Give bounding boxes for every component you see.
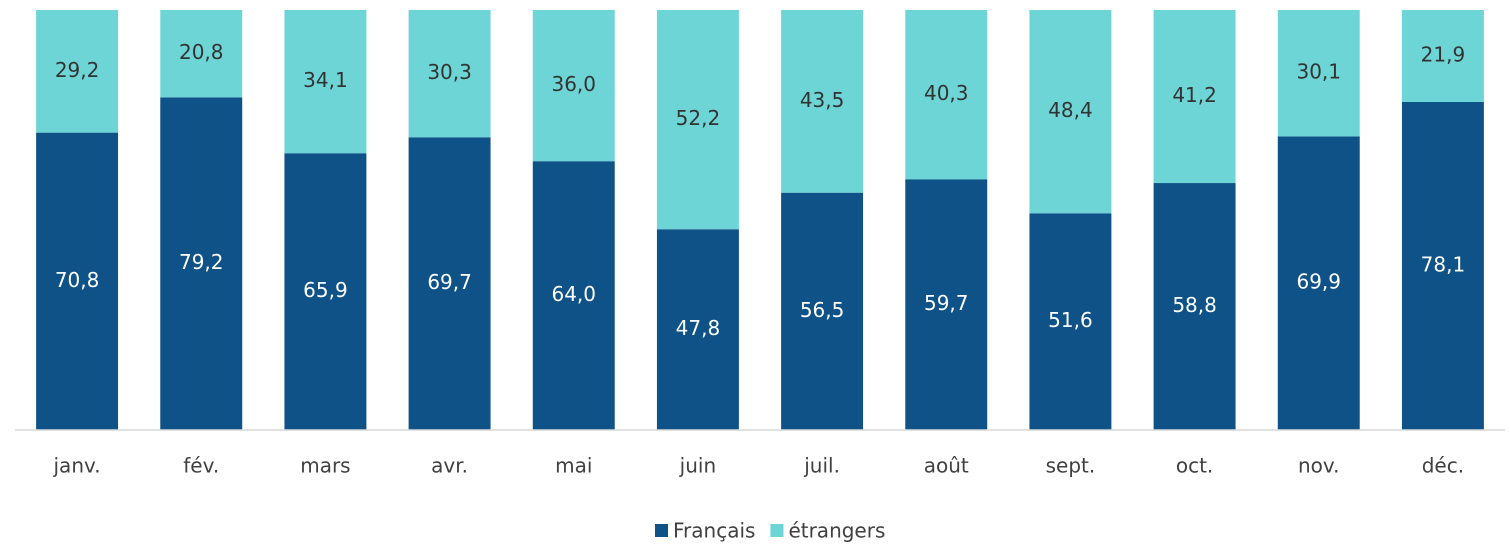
- x-tick-label: mai: [555, 454, 592, 478]
- bar-segment: [1277, 10, 1360, 137]
- x-tick-label: déc.: [1422, 454, 1464, 478]
- legend-swatch: [655, 524, 668, 537]
- data-label: 43,5: [800, 88, 845, 112]
- data-label: 59,7: [924, 291, 969, 315]
- data-label: 69,7: [427, 270, 472, 294]
- x-tick-label: juin: [679, 454, 716, 478]
- data-label: 29,2: [55, 58, 100, 82]
- bar-segment: [160, 10, 243, 98]
- data-label: 40,3: [924, 81, 969, 105]
- x-tick-label: fév.: [183, 454, 219, 478]
- data-label: 69,9: [1296, 270, 1341, 294]
- legend-label: étrangers: [788, 519, 885, 543]
- data-label: 65,9: [303, 278, 348, 302]
- data-label: 64,0: [551, 282, 596, 306]
- legend-swatch: [770, 524, 784, 537]
- data-label: 20,8: [179, 40, 224, 64]
- bar-segment: [160, 97, 243, 431]
- bar-segment: [36, 132, 119, 430]
- data-label: 51,6: [1048, 308, 1093, 332]
- data-label: 34,1: [303, 68, 348, 92]
- bar-segment: [781, 10, 864, 193]
- bar-segment: [532, 161, 615, 430]
- bar-segment: [1401, 10, 1484, 102]
- x-tick-label: oct.: [1176, 454, 1213, 478]
- bar-segment: [1153, 10, 1236, 184]
- bar-segment: [1401, 101, 1484, 430]
- data-label: 70,8: [55, 268, 100, 292]
- data-label: 78,1: [1421, 252, 1466, 276]
- bar-segment: [284, 10, 367, 154]
- bar-segment: [408, 137, 491, 430]
- bar-segment: [781, 192, 864, 430]
- x-tick-label: juil.: [803, 454, 840, 478]
- data-label: 30,1: [1296, 60, 1341, 84]
- bar-segment: [905, 179, 988, 430]
- data-label: 48,4: [1048, 98, 1093, 122]
- bar-segment: [656, 229, 739, 430]
- data-label: 36,0: [551, 72, 596, 96]
- data-label: 47,8: [676, 316, 721, 340]
- data-label: 30,3: [427, 60, 472, 84]
- bar-segment: [532, 10, 615, 162]
- bar-segment: [656, 10, 739, 230]
- bar-segment: [408, 10, 491, 138]
- data-label: 21,9: [1421, 42, 1466, 66]
- bar-segment: [36, 10, 119, 133]
- bar-segment: [1153, 183, 1236, 430]
- x-tick-label: mars: [300, 454, 350, 478]
- bar-segment: [284, 153, 367, 430]
- bar-segment: [1029, 10, 1112, 214]
- data-label: 41,2: [1172, 83, 1217, 107]
- data-label: 58,8: [1172, 293, 1217, 317]
- x-tick-label: août: [924, 454, 969, 478]
- data-label: 79,2: [179, 250, 224, 274]
- legend-label: Français: [673, 519, 755, 543]
- x-tick-label: janv.: [53, 454, 101, 478]
- bar-segment: [905, 10, 988, 180]
- bar-segment: [1029, 213, 1112, 430]
- x-tick-label: nov.: [1298, 454, 1340, 478]
- data-label: 56,5: [800, 298, 845, 322]
- x-tick-label: sept.: [1046, 454, 1096, 478]
- x-tick-label: avr.: [431, 454, 468, 478]
- bar-segment: [1277, 136, 1360, 431]
- data-label: 52,2: [676, 106, 721, 130]
